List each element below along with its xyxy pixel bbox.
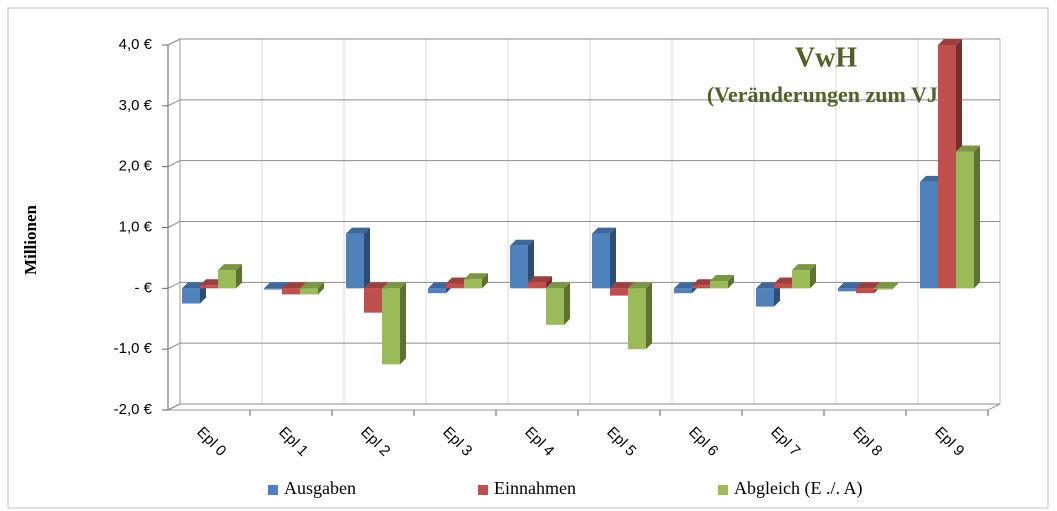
bar-side	[646, 282, 652, 350]
bar-side	[974, 145, 980, 289]
bar	[446, 283, 464, 289]
legend-label: Einnahmen	[494, 478, 576, 498]
bar-side	[400, 282, 406, 365]
grid-line	[167, 38, 1000, 46]
bar	[692, 285, 710, 289]
bar	[756, 288, 774, 307]
bar-side	[810, 264, 816, 289]
y-tick-label: 3,0 €	[119, 97, 153, 114]
bar-top	[264, 282, 288, 289]
bar-top	[382, 282, 406, 289]
legend-swatch	[478, 485, 488, 495]
bar	[920, 181, 938, 289]
bar-side	[236, 264, 242, 289]
legend-swatch	[718, 485, 728, 495]
y-tick-label: - €	[134, 279, 152, 296]
bar	[792, 270, 810, 289]
bar	[200, 285, 218, 289]
bar-top	[938, 39, 962, 45]
bar-side	[528, 239, 534, 289]
bar-top	[792, 264, 816, 271]
legend-swatch	[268, 485, 278, 495]
bar-side	[482, 273, 488, 289]
bar-top	[856, 282, 880, 289]
bar	[592, 233, 610, 289]
bar	[628, 288, 646, 350]
bar	[938, 45, 956, 289]
bar	[956, 151, 974, 289]
grid-line	[167, 403, 1000, 411]
y-tick-label: 4,0 €	[119, 36, 153, 53]
bar-top	[956, 145, 980, 152]
bar	[364, 288, 382, 313]
bar	[282, 288, 300, 295]
grid-line	[167, 99, 1000, 107]
chart-title: VwH	[795, 42, 857, 73]
legend-label: Ausgaben	[284, 478, 356, 498]
bar-top	[838, 282, 862, 289]
bar	[218, 270, 236, 289]
bar-top	[874, 282, 898, 289]
bar	[528, 282, 546, 289]
bar	[874, 288, 892, 290]
bar-top	[464, 273, 488, 280]
legend-label: Abgleich (E ./. A)	[734, 478, 862, 499]
chart-subtitle: (Veränderungen zum VJ)	[707, 82, 945, 107]
bar	[264, 288, 282, 290]
bar	[346, 233, 364, 289]
y-tick-label: -1,0 €	[114, 340, 153, 357]
bar-top	[282, 282, 306, 289]
bar-side	[318, 282, 324, 295]
bar-top	[218, 264, 242, 271]
bar-side	[546, 276, 552, 289]
bar	[382, 288, 400, 365]
bar	[182, 288, 200, 304]
bar-top	[710, 275, 734, 282]
bar-top	[592, 227, 616, 234]
bar-side	[774, 282, 780, 307]
bar-top	[628, 282, 652, 289]
bar	[464, 279, 482, 289]
bar-top	[346, 227, 370, 234]
bar	[546, 288, 564, 325]
bar-side	[892, 282, 898, 290]
bar-side	[364, 227, 370, 289]
bar-side	[564, 282, 570, 325]
grid-line	[167, 342, 1000, 350]
grid-line	[167, 160, 1000, 168]
bar-top	[300, 282, 324, 289]
grid-line	[167, 221, 1000, 228]
y-tick-label: 2,0 €	[119, 158, 153, 175]
bar-side	[610, 227, 616, 289]
bar-top	[528, 276, 552, 283]
bar-top	[546, 282, 570, 289]
bar	[510, 245, 528, 289]
bar	[610, 288, 628, 296]
y-tick-label: 1,0 €	[119, 218, 153, 235]
bar	[710, 281, 728, 289]
bar-top	[364, 282, 388, 289]
bar-top	[610, 282, 634, 289]
floor	[167, 403, 1001, 411]
y-axis-label: Millionen	[21, 205, 40, 275]
bar	[838, 288, 856, 292]
bar	[856, 288, 874, 294]
bar	[300, 288, 318, 295]
bar-side	[728, 275, 734, 289]
bar-top	[510, 239, 534, 246]
bar	[674, 288, 692, 294]
bar	[428, 288, 446, 294]
bar	[774, 283, 792, 289]
y-tick-label: -2,0 €	[114, 401, 153, 418]
